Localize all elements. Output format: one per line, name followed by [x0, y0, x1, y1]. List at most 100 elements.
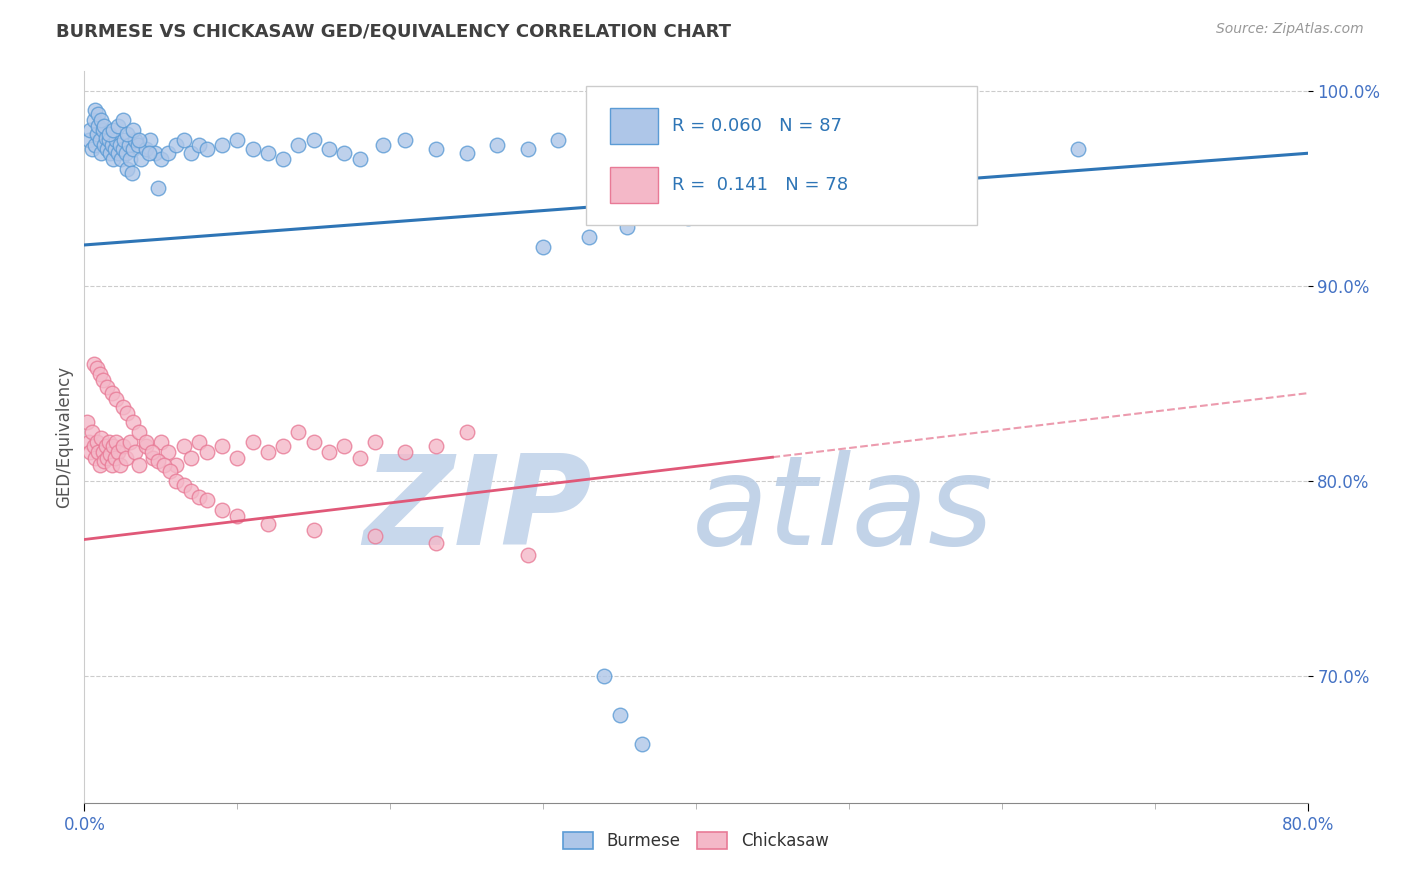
Point	[142, 450, 165, 465]
Point	[516, 548, 538, 562]
Point	[456, 425, 478, 440]
Point	[94, 439, 117, 453]
Point	[173, 478, 195, 492]
Point	[349, 450, 371, 465]
Point	[716, 138, 738, 153]
Point	[287, 138, 309, 153]
Point	[349, 152, 371, 166]
Point	[107, 119, 129, 133]
Point	[98, 447, 121, 461]
Point	[101, 458, 124, 473]
Point	[103, 439, 125, 453]
Point	[195, 444, 218, 458]
Point	[838, 133, 860, 147]
Point	[128, 133, 150, 147]
Point	[86, 360, 108, 375]
Point	[103, 152, 125, 166]
Point	[135, 142, 157, 156]
Point	[111, 439, 134, 453]
Point	[115, 127, 138, 141]
Point	[149, 434, 172, 449]
Point	[226, 509, 249, 524]
Point	[257, 146, 280, 161]
Point	[108, 458, 131, 473]
Point	[105, 133, 128, 147]
Point	[394, 444, 416, 458]
Point	[146, 181, 169, 195]
Point	[105, 392, 128, 406]
Point	[302, 523, 325, 537]
Point	[333, 439, 356, 453]
Point	[124, 133, 146, 147]
Point	[76, 416, 98, 430]
Point	[173, 133, 195, 147]
Point	[242, 434, 264, 449]
Point	[114, 146, 136, 161]
Point	[157, 444, 180, 458]
Point	[107, 146, 129, 161]
Point	[86, 434, 108, 449]
Point	[616, 220, 638, 235]
Point	[394, 133, 416, 147]
Point	[333, 146, 356, 161]
Point	[257, 444, 280, 458]
Point	[79, 444, 101, 458]
Point	[89, 133, 111, 147]
Point	[180, 146, 202, 161]
Point	[271, 152, 294, 166]
Point	[98, 146, 121, 161]
Point	[211, 138, 233, 153]
Point	[91, 444, 114, 458]
Point	[127, 138, 149, 153]
Point	[678, 211, 700, 225]
Point	[93, 454, 115, 468]
Point	[84, 450, 107, 465]
Point	[104, 450, 127, 465]
Point	[139, 133, 162, 147]
Point	[371, 138, 394, 153]
Point	[97, 127, 120, 141]
Point	[226, 133, 249, 147]
Point	[108, 138, 131, 153]
Point	[593, 669, 616, 683]
Point	[105, 434, 128, 449]
Point	[807, 171, 830, 186]
Point	[302, 434, 325, 449]
Point	[654, 152, 676, 166]
Point	[83, 113, 105, 128]
Point	[107, 444, 129, 458]
FancyBboxPatch shape	[586, 86, 977, 225]
Point	[141, 444, 163, 458]
Point	[135, 439, 157, 453]
Point	[165, 458, 187, 473]
Point	[547, 133, 569, 147]
Point	[87, 107, 110, 121]
Point	[120, 434, 142, 449]
Point	[188, 490, 211, 504]
Point	[165, 138, 187, 153]
Point	[89, 458, 111, 473]
Point	[747, 161, 769, 176]
Point	[631, 737, 654, 751]
Point	[226, 450, 249, 465]
Point	[188, 138, 211, 153]
Point	[180, 483, 202, 498]
Point	[180, 450, 202, 465]
Point	[257, 516, 280, 531]
Point	[77, 133, 100, 147]
Point	[115, 406, 138, 420]
Text: atlas: atlas	[692, 450, 994, 571]
Point	[83, 357, 105, 371]
Point	[195, 493, 218, 508]
Point	[149, 152, 172, 166]
Point	[302, 133, 325, 147]
Point	[96, 380, 118, 394]
Point	[425, 439, 447, 453]
Point	[115, 161, 138, 176]
Point	[91, 123, 114, 137]
Point	[173, 439, 195, 453]
Point	[111, 142, 134, 156]
Point	[364, 434, 387, 449]
Point	[84, 103, 107, 118]
Point	[97, 434, 120, 449]
